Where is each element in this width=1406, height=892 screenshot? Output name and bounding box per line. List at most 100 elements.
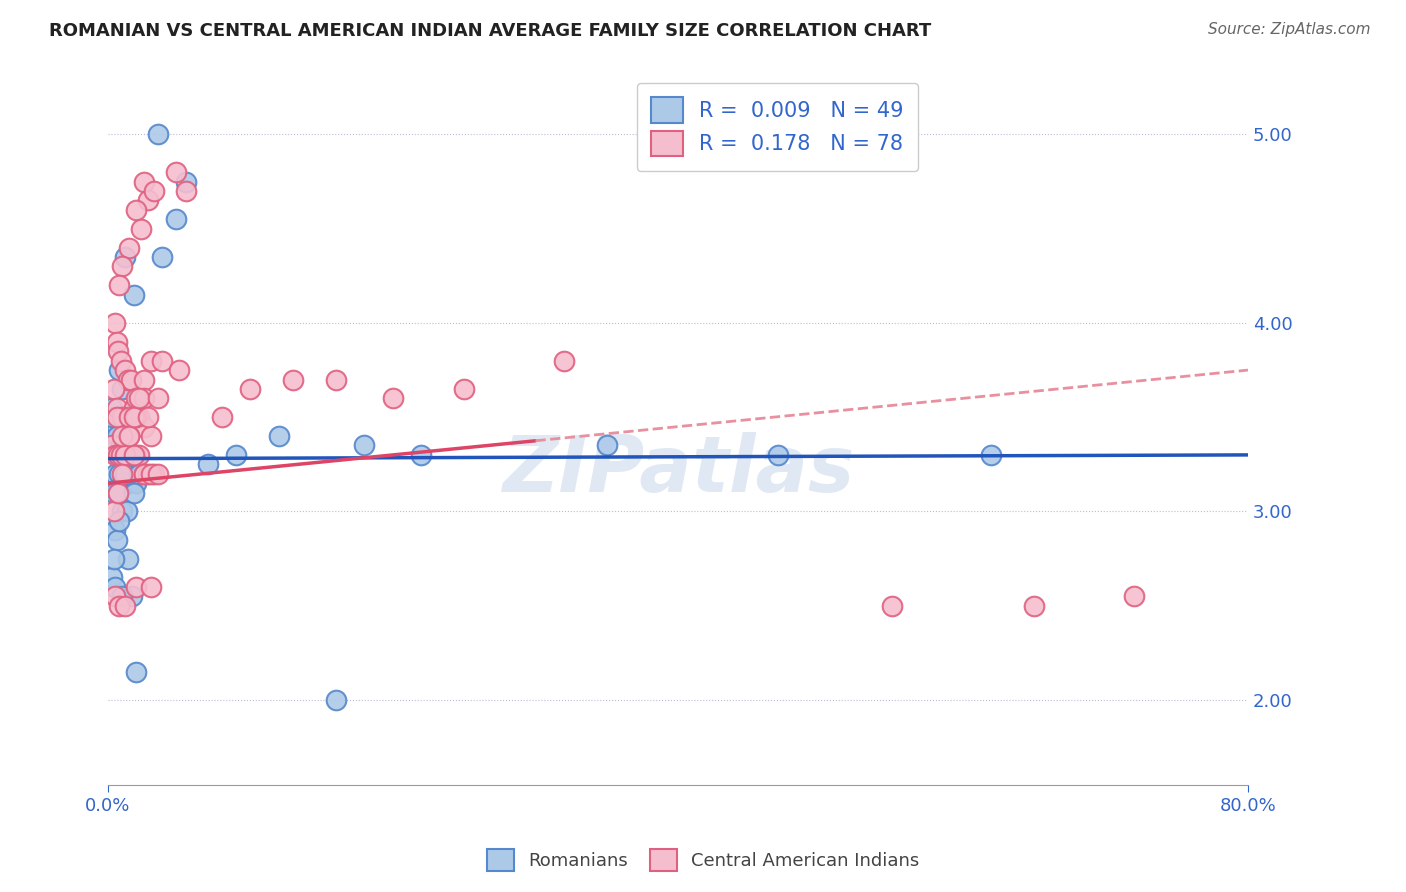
Point [104, 448, 127, 462]
Point [108, 599, 131, 613]
Point [107, 448, 129, 462]
Point [1123, 589, 1146, 603]
Point [107, 485, 129, 500]
Point [101, 570, 124, 584]
Point [122, 448, 145, 462]
Point [128, 467, 150, 481]
Point [122, 410, 145, 425]
Point [411, 448, 433, 462]
Point [125, 392, 148, 406]
Point [325, 372, 347, 386]
Point [105, 429, 128, 443]
Point [104, 467, 127, 481]
Point [596, 438, 619, 452]
Point [110, 448, 132, 462]
Point [111, 467, 134, 481]
Point [121, 589, 143, 603]
Point [146, 128, 169, 142]
Point [453, 382, 475, 396]
Text: ZIPatlas: ZIPatlas [502, 432, 853, 508]
Point [103, 382, 125, 396]
Point [111, 504, 134, 518]
Point [267, 429, 290, 443]
Text: ROMANIAN VS CENTRAL AMERICAN INDIAN AVERAGE FAMILY SIZE CORRELATION CHART: ROMANIAN VS CENTRAL AMERICAN INDIAN AVER… [49, 22, 931, 40]
Point [101, 410, 124, 425]
Point [136, 410, 159, 425]
Point [104, 580, 127, 594]
Point [103, 504, 125, 518]
Point [105, 410, 128, 425]
Point [1024, 599, 1046, 613]
Point [111, 429, 134, 443]
Point [108, 448, 131, 462]
Point [139, 580, 162, 594]
Point [132, 392, 155, 406]
Point [105, 533, 128, 547]
Point [125, 202, 148, 217]
Point [118, 448, 141, 462]
Point [105, 334, 128, 349]
Text: Source: ZipAtlas.com: Source: ZipAtlas.com [1208, 22, 1371, 37]
Point [118, 429, 141, 443]
Point [114, 250, 136, 264]
Point [211, 410, 233, 425]
Point [114, 448, 136, 462]
Point [146, 392, 169, 406]
Point [104, 316, 127, 330]
Point [122, 401, 145, 415]
Point [165, 165, 187, 179]
Point [117, 551, 139, 566]
Point [125, 448, 148, 462]
Point [104, 524, 127, 538]
Point [120, 372, 142, 386]
Point [176, 175, 198, 189]
Point [110, 353, 132, 368]
Point [107, 485, 129, 500]
Point [150, 353, 173, 368]
Point [139, 467, 162, 481]
Point [125, 580, 148, 594]
Point [125, 476, 148, 491]
Point [139, 429, 162, 443]
Point [110, 438, 132, 452]
Point [117, 372, 139, 386]
Point [122, 448, 145, 462]
Point [111, 410, 134, 425]
Point [132, 175, 155, 189]
Point [114, 448, 136, 462]
Point [114, 467, 136, 481]
Point [107, 448, 129, 462]
Point [553, 353, 575, 368]
Point [122, 287, 145, 301]
Point [101, 438, 124, 452]
Point [980, 448, 1002, 462]
Point [176, 184, 198, 198]
Point [107, 344, 129, 359]
Point [128, 410, 150, 425]
Point [108, 278, 131, 293]
Point [142, 184, 165, 198]
Point [108, 467, 131, 481]
Point [167, 363, 190, 377]
Point [150, 250, 173, 264]
Point [353, 438, 375, 452]
Point [110, 448, 132, 462]
Point [139, 353, 162, 368]
Point [125, 410, 148, 425]
Point [103, 438, 125, 452]
Point [325, 693, 347, 707]
Point [132, 419, 155, 434]
Point [118, 476, 141, 491]
Point [115, 467, 138, 481]
Point [111, 589, 134, 603]
Point [111, 476, 134, 491]
Point [114, 363, 136, 377]
Point [112, 448, 135, 462]
Point [132, 467, 155, 481]
Point [125, 410, 148, 425]
Point [118, 241, 141, 255]
Point [105, 419, 128, 434]
Point [382, 392, 405, 406]
Point [165, 212, 187, 227]
Point [142, 467, 165, 481]
